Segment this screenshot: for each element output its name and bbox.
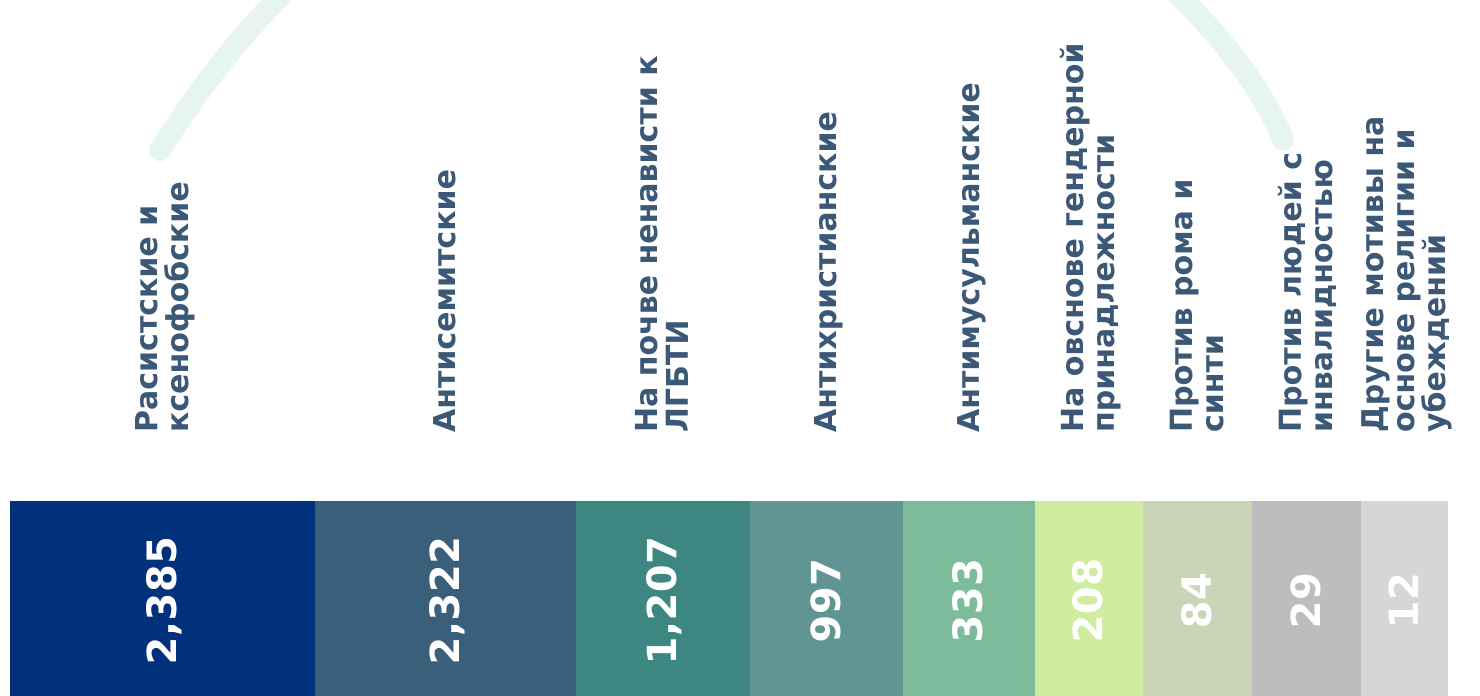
bar-segment: [1143, 501, 1252, 696]
bar-segment: [10, 501, 315, 696]
value-label: 84: [1174, 571, 1221, 629]
bar-segment: [315, 501, 576, 696]
value-label: 2,322: [422, 535, 469, 665]
value-label: 2,385: [139, 535, 186, 665]
value-label: 333: [946, 557, 992, 643]
bar-segment: [1361, 501, 1448, 696]
value-label: 12: [1381, 571, 1428, 629]
bar-segment: [903, 501, 1035, 696]
value-label: 208: [1066, 557, 1112, 643]
bar-segment: [1035, 501, 1143, 696]
value-label: 1,207: [640, 535, 686, 665]
bar-segment: [576, 501, 750, 696]
bar-segment: [1252, 501, 1361, 696]
bar-segment: [750, 501, 903, 696]
value-label: 29: [1283, 571, 1330, 629]
value-label: 997: [803, 557, 850, 643]
